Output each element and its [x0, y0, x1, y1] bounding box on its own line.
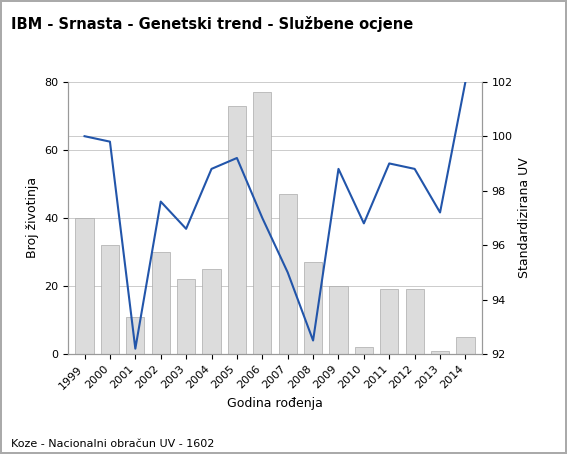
Bar — [202, 269, 221, 354]
Bar — [253, 92, 272, 354]
Bar — [405, 290, 424, 354]
Bar — [431, 350, 449, 354]
Bar — [75, 218, 94, 354]
Bar — [355, 347, 373, 354]
Bar — [126, 317, 145, 354]
Bar — [278, 194, 297, 354]
Bar — [380, 290, 399, 354]
Bar — [177, 279, 195, 354]
Text: IBM - Srnasta - Genetski trend - Službene ocjene: IBM - Srnasta - Genetski trend - Služben… — [11, 16, 413, 32]
Y-axis label: Standardizirana UV: Standardizirana UV — [518, 158, 531, 278]
Y-axis label: Broj životinja: Broj životinja — [26, 178, 39, 258]
Text: Koze - Nacionalni obračun UV - 1602: Koze - Nacionalni obračun UV - 1602 — [11, 439, 215, 449]
Bar — [304, 262, 322, 354]
Bar — [151, 252, 170, 354]
Bar — [228, 105, 246, 354]
Bar — [456, 337, 475, 354]
Bar — [101, 245, 119, 354]
Bar — [329, 286, 348, 354]
X-axis label: Godina rođenja: Godina rođenja — [227, 396, 323, 410]
